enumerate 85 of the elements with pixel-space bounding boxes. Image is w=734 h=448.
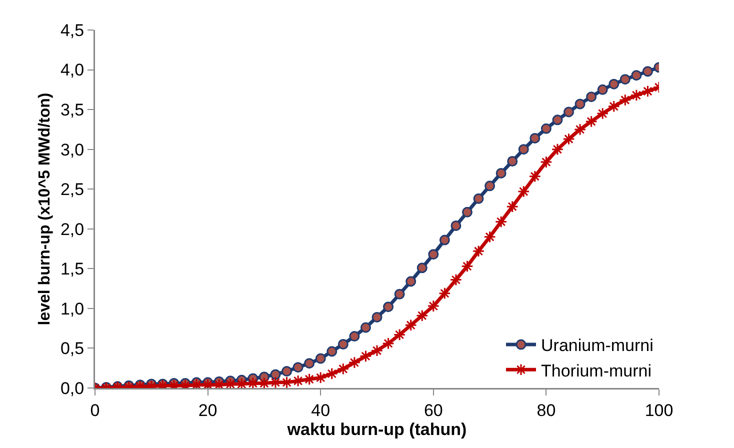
point (416, 262, 428, 274)
point (461, 260, 474, 272)
point (494, 216, 508, 228)
point (472, 245, 485, 258)
y-tick-label: 2,5 (60, 180, 84, 200)
point (450, 274, 462, 286)
point (370, 344, 384, 357)
x-tick-label: 100 (644, 400, 674, 420)
point (404, 319, 417, 332)
y-tick-label: 0,0 (60, 378, 84, 398)
x-tick-label: 20 (198, 400, 218, 420)
point (631, 70, 642, 81)
point (528, 170, 542, 183)
y-tick-label: 0,5 (60, 339, 84, 358)
point (642, 85, 654, 98)
point (586, 92, 597, 102)
point (540, 123, 552, 134)
point (394, 288, 405, 300)
point (360, 322, 371, 333)
point (382, 337, 394, 350)
point (619, 94, 632, 106)
y-tick-label: 3,0 (60, 140, 84, 160)
point (507, 156, 518, 167)
x-tick-label: 0 (90, 400, 100, 420)
point (438, 287, 451, 300)
point (608, 100, 620, 113)
point (326, 368, 338, 380)
point (574, 98, 586, 110)
point (393, 328, 406, 341)
y-tick-label: 2,0 (60, 220, 84, 239)
point (518, 144, 529, 155)
y-tick-label: 4,0 (60, 60, 84, 80)
point (280, 376, 293, 388)
point (349, 331, 360, 342)
point (620, 74, 630, 85)
point (360, 350, 372, 362)
y-tick-label: 4,5 (60, 20, 84, 40)
point (427, 300, 440, 312)
y-tick-label: 1,5 (60, 260, 84, 279)
point (564, 106, 574, 118)
point (517, 185, 530, 198)
point (450, 220, 462, 231)
point (337, 362, 350, 376)
point (282, 366, 292, 377)
x-tick-label: 80 (536, 400, 556, 420)
point (406, 276, 416, 287)
point (562, 132, 575, 146)
point (540, 156, 552, 168)
y-tick-label: 1,0 (60, 299, 84, 318)
point (428, 249, 439, 260)
y-tick-label: 3,5 (60, 100, 84, 120)
legend-label: Thorium-murni (541, 361, 652, 380)
point (552, 114, 563, 126)
point (596, 107, 609, 120)
point (338, 338, 348, 350)
point (326, 346, 338, 357)
y-axis-title: level burn-up (x10^5 MWd/ton) (36, 92, 54, 326)
point (314, 372, 327, 384)
point (292, 362, 304, 373)
point (597, 84, 608, 95)
point (642, 66, 653, 77)
point (630, 89, 643, 102)
point (484, 230, 496, 243)
point (506, 200, 519, 213)
x-tick-label: 40 (311, 400, 330, 420)
point (372, 312, 382, 322)
point (551, 143, 564, 156)
x-axis-title: waktu burn-up (tahun) (286, 420, 467, 440)
point (462, 206, 472, 218)
point (473, 193, 484, 204)
point (585, 115, 598, 128)
x-tick-label: 60 (424, 400, 443, 420)
legend-label: Uranium-murni (541, 336, 654, 356)
point (416, 309, 428, 322)
point (574, 123, 586, 136)
point (608, 78, 620, 90)
point (496, 168, 506, 178)
point (439, 234, 450, 246)
point (530, 132, 540, 144)
point (304, 358, 315, 369)
point (484, 180, 496, 192)
point (383, 302, 394, 312)
point (315, 353, 326, 364)
point (270, 369, 281, 380)
point (348, 356, 361, 369)
